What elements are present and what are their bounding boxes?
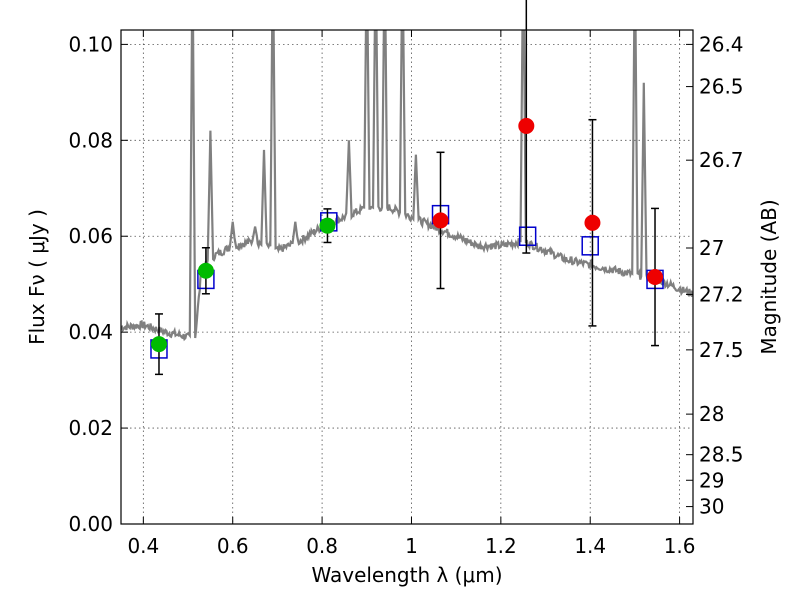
x-tick-label: 0.8 (306, 534, 338, 558)
red-data-point (432, 212, 449, 229)
green-data-point (150, 336, 167, 353)
green-data-point (197, 262, 214, 279)
axis-ticks: 0.4 0.6 0.8 1 1.2 1.4 1.6 0.00 0.02 0.04 0.06 0.08 0… (68, 30, 744, 558)
y-tick-label: 0.06 (68, 224, 113, 248)
right-tick-label: 26.4 (699, 32, 744, 56)
y-tick-label: 0.08 (68, 128, 113, 152)
right-tick-label: 27 (699, 236, 724, 260)
y-tick-label: 0.02 (68, 416, 113, 440)
y-tick-label: 0.04 (68, 320, 113, 344)
model-square-point (518, 226, 537, 246)
x-tick-label: 1.4 (574, 534, 606, 558)
model-square-point (581, 236, 599, 256)
y-axis-label: Flux Fν ( μJy ) (25, 209, 49, 345)
right-tick-label: 30 (699, 495, 724, 519)
data-points (150, 0, 664, 376)
x-axis-label: Wavelength λ (μm) (311, 563, 502, 587)
right-y-axis-label: Magnitude (AB) (757, 199, 781, 354)
x-tick-label: 0.4 (127, 534, 159, 558)
red-data-point (584, 214, 601, 231)
plot-frame (120, 29, 694, 525)
grid (121, 30, 693, 524)
red-data-point (518, 117, 535, 134)
right-tick-label: 28.5 (699, 443, 744, 467)
spectrum (121, 30, 693, 342)
x-tick-label: 0.6 (217, 534, 249, 558)
x-tick-label: 1.6 (664, 534, 696, 558)
right-tick-label: 27.5 (699, 338, 744, 362)
right-tick-label: 28 (699, 402, 724, 426)
x-tick-label: 1 (405, 534, 418, 558)
green-data-point (319, 217, 336, 234)
spectrum-line (121, 30, 693, 342)
y-tick-label: 0.10 (68, 32, 113, 56)
right-tick-label: 29 (699, 468, 724, 492)
red-data-point (647, 269, 664, 285)
x-tick-label: 1.2 (485, 534, 517, 558)
right-tick-label: 26.5 (699, 75, 744, 99)
right-tick-label: 26.7 (699, 148, 744, 172)
right-tick-label: 27.2 (699, 282, 744, 306)
y-tick-label: 0.00 (68, 512, 113, 536)
